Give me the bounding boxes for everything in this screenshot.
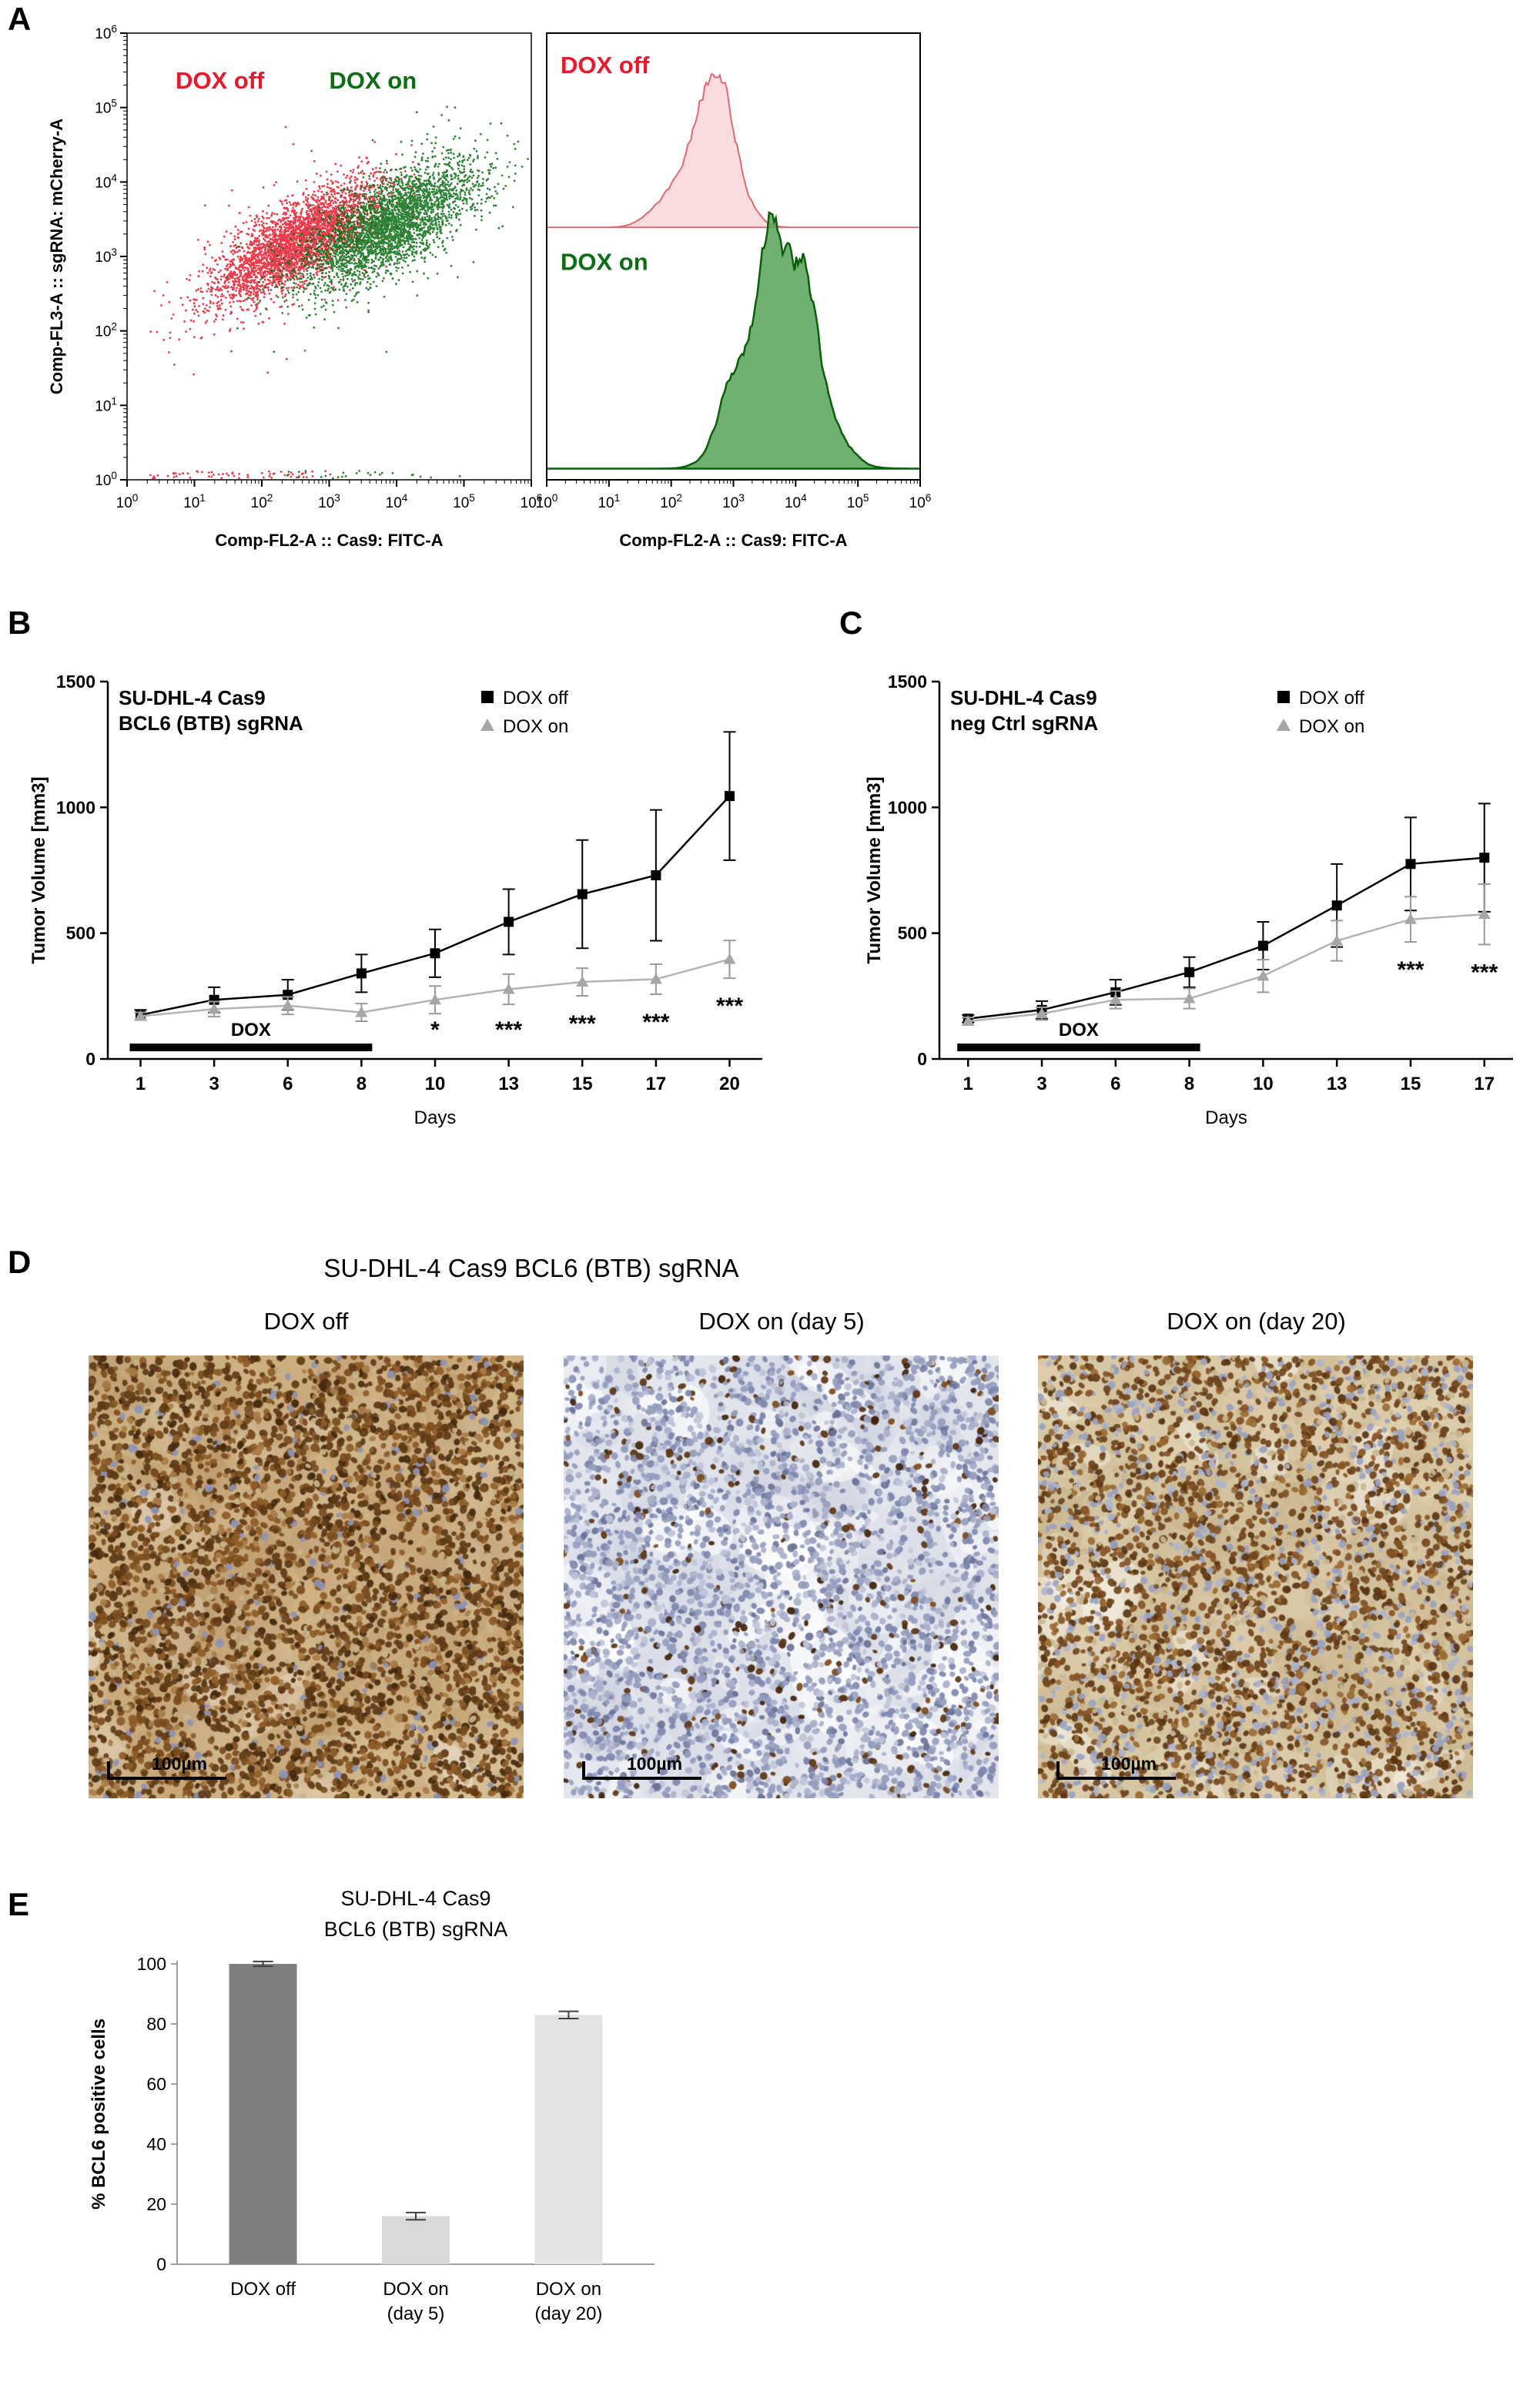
scale-bar-tick [582, 1761, 585, 1780]
scale-bar-line [1056, 1777, 1176, 1780]
chart-title: SU-DHL-4 Cas9 [340, 1887, 490, 1910]
svg-text:101: 101 [95, 395, 117, 414]
ihc-image-label-day5: DOX on (day 5) [698, 1308, 865, 1335]
dox-treatment-bar [957, 1044, 1200, 1051]
scale-bar-label: 100µm [1101, 1754, 1157, 1774]
chart-title: neg Ctrl sgRNA [950, 712, 1098, 735]
ihc-figure-day20: 100µm [1038, 1355, 1473, 1798]
panel-label-a: A [8, 1, 32, 37]
bar-2 [534, 2015, 603, 2264]
chart-title: BCL6 (BTB) sgRNA [119, 712, 303, 735]
series-line-dox-off [140, 795, 731, 1017]
bar-0 [229, 1964, 297, 2264]
significance-marker: *** [1471, 960, 1498, 985]
svg-text:106: 106 [95, 23, 117, 42]
legend-label: DOX off [1299, 688, 1364, 709]
panel-label-b: B [8, 605, 32, 641]
ihc-image-day20 [1038, 1355, 1473, 1798]
bar-category-label: (day 5) [387, 2304, 445, 2324]
series-line-dox-off [968, 856, 1485, 1020]
flow-scatter-plot: 100 100 101 101 102 102 103 103 104 104 105 105 106 1… [47, 23, 542, 550]
svg-text:Comp-FL2-A :: Cas9: FITC-A: Comp-FL2-A :: Cas9: FITC-A [215, 531, 443, 550]
ihc-image-label-dox-off: DOX off [263, 1308, 349, 1335]
dox-treatment-bar [129, 1044, 373, 1051]
panel-label-e: E [8, 1886, 30, 1922]
svg-text:104: 104 [386, 492, 408, 511]
svg-text:102: 102 [251, 492, 273, 511]
bar-category-label: (day 20) [534, 2304, 602, 2324]
ihc-image-day5 [564, 1355, 999, 1798]
legend-label: DOX on [503, 716, 568, 737]
significance-marker: *** [495, 1017, 522, 1043]
chart-title: SU-DHL-4 Cas9 [950, 686, 1097, 709]
ihc-image-label-day20: DOX on (day 20) [1167, 1308, 1346, 1335]
svg-text:105: 105 [453, 492, 475, 511]
scale-bar: 100µm [1056, 1752, 1195, 1780]
significance-marker: *** [716, 993, 743, 1019]
svg-text:Comp-FL3-A :: sgRNA: mCherry-A: Comp-FL3-A :: sgRNA: mCherry-A [47, 119, 66, 395]
scale-bar: 100µm [107, 1752, 246, 1780]
scatter-points-dox-on [226, 85, 529, 480]
svg-text:102: 102 [95, 321, 117, 340]
panel-label-d: D [8, 1244, 32, 1280]
significance-marker: *** [642, 1010, 669, 1035]
chart-title: SU-DHL-4 Cas9 [119, 686, 266, 709]
bar-category-label: DOX off [230, 2279, 296, 2300]
svg-text:100: 100 [116, 492, 139, 511]
scatter-annotation: DOX on [330, 67, 417, 94]
chart-title: BCL6 (BTB) sgRNA [324, 1918, 508, 1941]
dox-treatment-label: DOX [1059, 1020, 1099, 1040]
histogram-curve-dox-off [547, 73, 920, 229]
svg-text:100: 100 [95, 470, 117, 489]
ihc-image-dox-off [89, 1355, 524, 1798]
scale-bar-line [582, 1777, 701, 1780]
histogram-annotation-dox-on: DOX on [561, 248, 648, 275]
svg-text:105: 105 [95, 98, 117, 117]
scale-bar-tick [107, 1761, 110, 1780]
panel-label-c: C [839, 605, 863, 641]
panel-d-title: SU-DHL-4 Cas9 BCL6 (BTB) sgRNA [323, 1254, 739, 1282]
scatter-axes: 100 100 101 101 102 102 103 103 104 104 105 105 106 1… [95, 23, 542, 511]
scale-bar-tick [1056, 1761, 1060, 1780]
svg-text:101: 101 [183, 492, 206, 511]
scatter-points-dox-off [149, 126, 447, 480]
significance-marker: * [430, 1017, 440, 1043]
svg-text:103: 103 [95, 246, 117, 266]
bar-1 [382, 2216, 450, 2264]
scale-bar: 100µm [582, 1752, 721, 1780]
significance-marker: *** [569, 1011, 596, 1037]
series-line-dox-on [968, 913, 1485, 1023]
significance-marker: *** [1397, 957, 1424, 983]
scale-bar-label: 100µm [627, 1754, 683, 1774]
scale-bar-line [107, 1777, 226, 1780]
legend-label: DOX off [503, 688, 568, 709]
svg-text:104: 104 [95, 172, 117, 191]
bar-category-label: DOX on [536, 2279, 601, 2300]
dox-treatment-label: DOX [231, 1020, 271, 1040]
histogram-annotation-dox-off: DOX off [561, 52, 650, 79]
legend-label: DOX on [1299, 716, 1364, 737]
ihc-figure-dox-off: 100µm [89, 1355, 524, 1798]
bar-category-label: DOX on [383, 2279, 448, 2300]
scale-bar-label: 100µm [152, 1754, 208, 1774]
svg-text:103: 103 [318, 492, 340, 511]
svg-text:106: 106 [521, 492, 543, 511]
scatter-annotation: DOX off [176, 67, 265, 94]
ihc-figure-day5: 100µm [564, 1355, 999, 1798]
histogram-axis: 100 101 102 103 104 105 106 [536, 480, 931, 511]
